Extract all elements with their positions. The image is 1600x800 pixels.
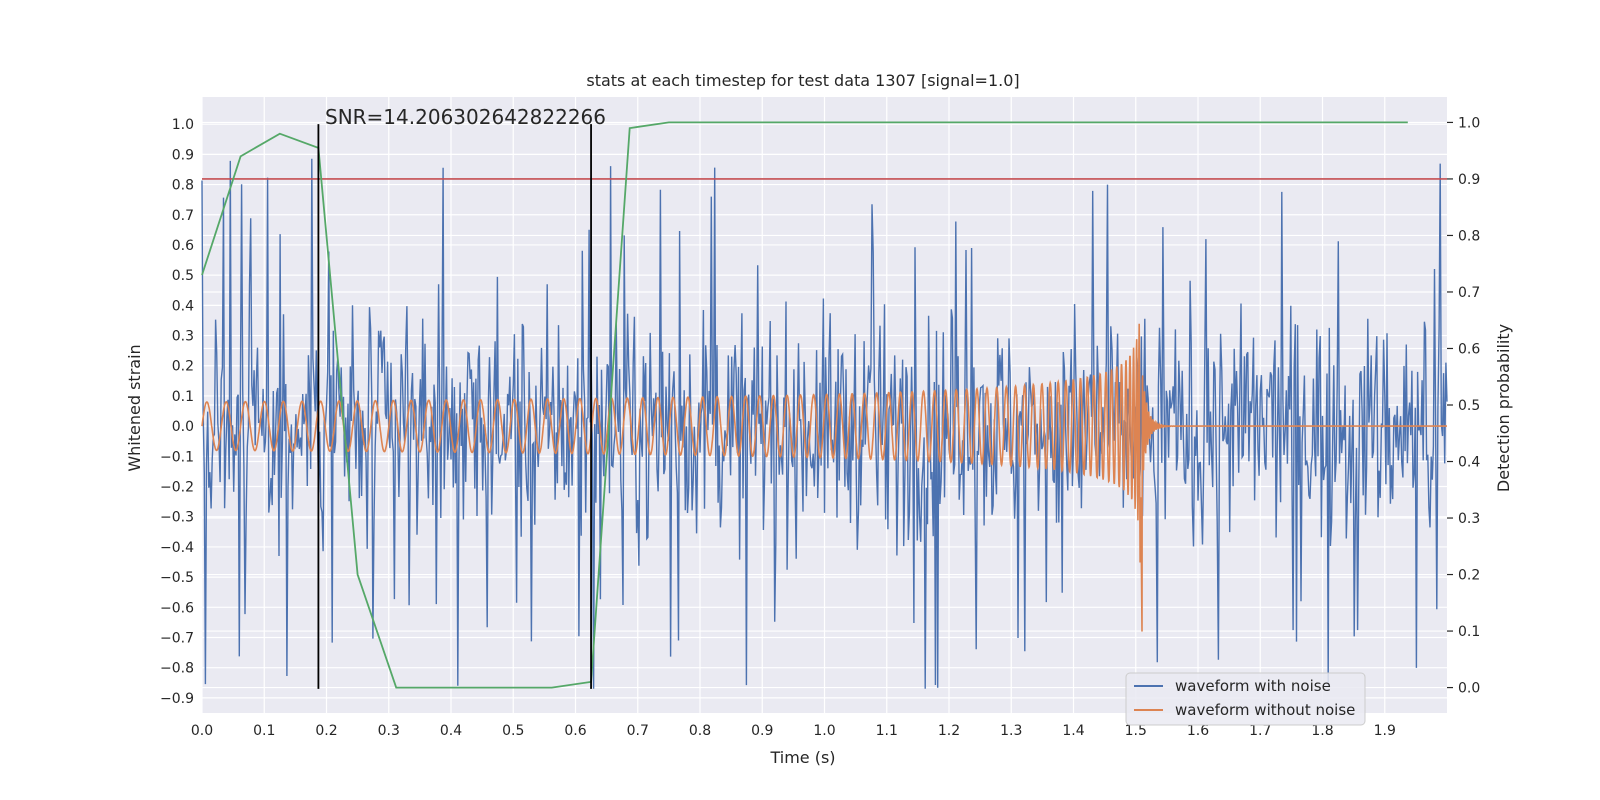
y-tick-label: 0.8 — [172, 178, 194, 194]
y2-tick-label: 0.4 — [1458, 455, 1480, 471]
y-tick-label: −0.2 — [160, 480, 194, 496]
chart-title: stats at each timestep for test data 130… — [586, 71, 1019, 90]
y2-axis-label: Detection probability — [1494, 324, 1513, 492]
x-tick-label: 0.5 — [502, 723, 524, 739]
series-waveform-with-noise — [201, 158, 1448, 689]
x-tick-label: 1.3 — [1000, 723, 1022, 739]
x-tick-label: 0.8 — [689, 723, 711, 739]
legend-label-clean: waveform without noise — [1175, 701, 1355, 719]
y2-tick-label: 0.7 — [1458, 285, 1480, 301]
x-tick-label: 0.0 — [191, 723, 213, 739]
y2-tick-label: 0.9 — [1458, 172, 1480, 188]
y-tick-label: −0.7 — [160, 631, 194, 647]
y-tick-label: 0.0 — [172, 419, 194, 435]
x-tick-label: 1.5 — [1125, 723, 1147, 739]
legend-label-noise: waveform with noise — [1175, 677, 1331, 695]
y-tick-label: 0.9 — [172, 147, 194, 163]
legend-box — [1125, 672, 1366, 726]
legend: waveform with noise waveform without noi… — [1125, 672, 1366, 726]
series-waveform-without-noise — [201, 323, 1447, 632]
y2-tick-label: 1.0 — [1458, 115, 1480, 131]
y-tick-label: −0.1 — [160, 449, 194, 465]
y-tick-label: 0.5 — [172, 268, 194, 284]
y-tick-label: 0.6 — [172, 238, 194, 254]
x-tick-label: 0.9 — [751, 723, 773, 739]
y2-tick-label: 0.6 — [1458, 341, 1480, 357]
x-tick-label: 1.1 — [876, 723, 898, 739]
x-tick-label: 1.2 — [938, 723, 960, 739]
x-axis-label: Time (s) — [769, 748, 835, 767]
y-tick-label: 0.3 — [172, 329, 194, 345]
y-tick-label: −0.3 — [160, 510, 194, 526]
y-axis-label: Whitened strain — [125, 344, 144, 471]
x-tick-label: 0.7 — [627, 723, 649, 739]
plot-area: 0.0 0.1 0.2 0.3 0.4 0.5 0.6 0.7 0.8 0.9 1.0 1.1 1.2 1… — [160, 97, 1480, 739]
y2-tick-label: 0.5 — [1458, 398, 1480, 414]
x-tick-label: 1.6 — [1187, 723, 1209, 739]
x-tick-label: 0.3 — [378, 723, 400, 739]
x-tick-label: 1.4 — [1062, 723, 1084, 739]
y-tick-label: −0.4 — [160, 540, 194, 556]
series-detection-probability — [201, 121, 1408, 689]
y2-tick-label: 0.1 — [1458, 624, 1480, 640]
y2-tick-label: 0.3 — [1458, 511, 1480, 527]
y-tick-label: −0.5 — [160, 570, 194, 586]
y-tick-label: 0.4 — [172, 298, 194, 314]
y-tick-label: −0.9 — [160, 691, 194, 707]
y-tick-label: 0.1 — [172, 389, 194, 405]
x-tick-label: 0.2 — [315, 723, 337, 739]
x-tick-label: 0.4 — [440, 723, 462, 739]
y-tick-label: −0.6 — [160, 600, 194, 616]
snr-annotation: SNR=14.206302642822266 — [325, 105, 606, 129]
x-tick-label: 1.9 — [1374, 723, 1396, 739]
x-tick-label: 1.7 — [1249, 723, 1271, 739]
y-tick-label: 0.7 — [172, 208, 194, 224]
x-tick-label: 0.1 — [253, 723, 275, 739]
y-tick-label: 0.2 — [172, 359, 194, 375]
y-tick-label: 1.0 — [172, 117, 194, 133]
y-tick-label: −0.8 — [160, 661, 194, 677]
y2-tick-label: 0.8 — [1458, 228, 1480, 244]
x-tick-label: 0.6 — [564, 723, 586, 739]
x-tick-label: 1.8 — [1311, 723, 1333, 739]
x-tick-label: 1.0 — [813, 723, 835, 739]
y2-tick-label: 0.2 — [1458, 568, 1480, 584]
y2-tick-label: 0.0 — [1458, 681, 1480, 697]
